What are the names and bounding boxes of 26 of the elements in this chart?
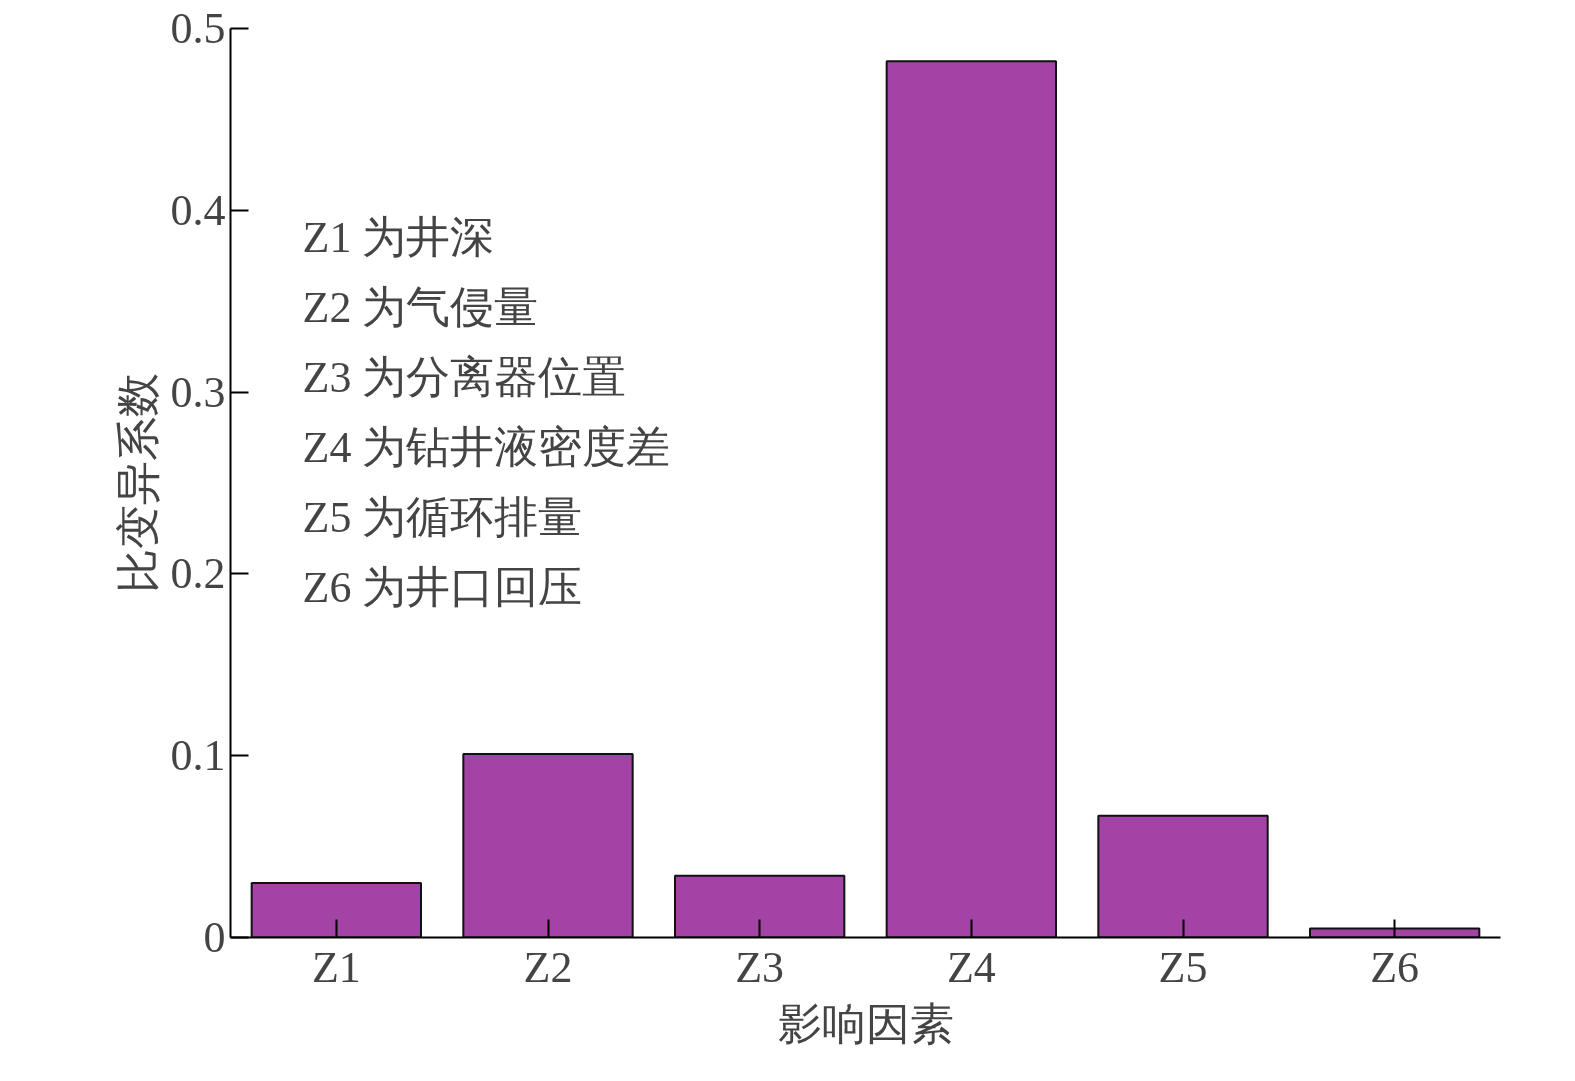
bar <box>1309 927 1481 938</box>
x-tick-label: Z5 <box>1158 942 1208 992</box>
x-tick-label: Z1 <box>311 942 361 992</box>
annotation: Z4 为钻井液密度差 <box>302 423 671 472</box>
y-tick-label: 0.4 <box>170 185 226 235</box>
y-tick-label: 0 <box>203 913 226 962</box>
bar <box>250 881 422 938</box>
annotation: Z6 为井口回压 <box>302 563 583 612</box>
annotation: Z3 为分离器位置 <box>302 353 627 402</box>
x-tick-label: Z2 <box>523 942 573 992</box>
y-tick-label: 0.5 <box>170 4 226 53</box>
bar <box>885 60 1057 938</box>
y-tick-label: 0.3 <box>170 367 226 417</box>
x-tick-label: Z6 <box>1370 942 1420 992</box>
bar <box>674 874 846 938</box>
x-tick-label: Z4 <box>946 942 996 992</box>
x-tick-label: Z3 <box>735 942 785 992</box>
annotation: Z5 为循环排量 <box>302 493 583 542</box>
x-axis-title: 影响因素 <box>777 999 954 1049</box>
annotation: Z2 为气侵量 <box>302 283 539 332</box>
annotation: Z1 为井深 <box>302 213 495 262</box>
y-tick-label: 0.2 <box>170 549 226 599</box>
bar <box>462 752 634 938</box>
y-tick-label: 0.1 <box>170 731 226 781</box>
bar <box>1097 814 1269 938</box>
y-axis-title: 比变异系数 <box>113 373 163 593</box>
